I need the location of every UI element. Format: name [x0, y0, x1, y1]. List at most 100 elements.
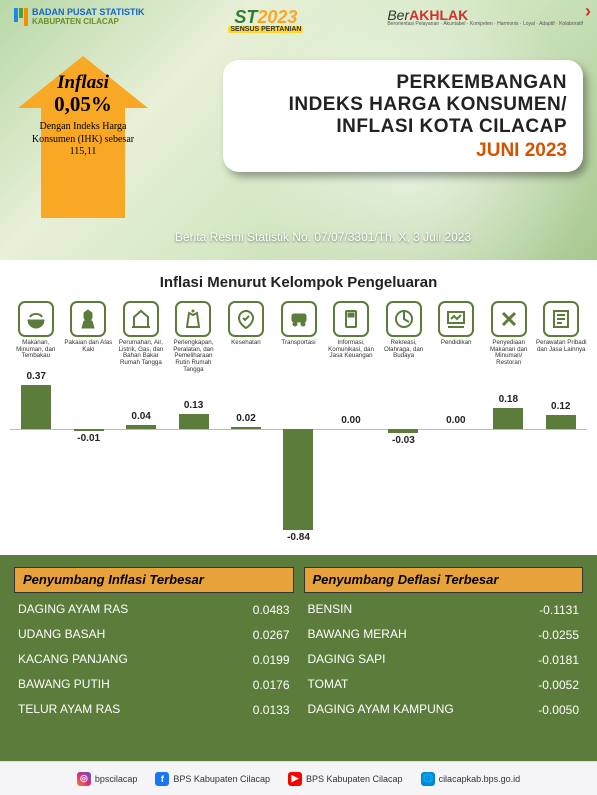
table-row: TELUR AYAM RAS0.0133: [18, 703, 290, 717]
hero: BADAN PUSAT STATISTIK KABUPATEN CILACAP …: [0, 0, 597, 260]
title-period: JUNI 2023: [239, 140, 567, 162]
sensus-year: 2023: [257, 7, 297, 27]
row-name: DAGING AYAM RAS: [18, 603, 226, 616]
bar: [231, 427, 261, 429]
table-row: DAGING AYAM KAMPUNG-0.0050: [308, 703, 580, 717]
row-name: KACANG PANJANG: [18, 653, 226, 666]
category-icon: [228, 301, 264, 337]
bar-value-label: -0.01: [77, 433, 100, 444]
sensus-sub: SENSUS PERTANIAN: [228, 26, 303, 33]
category-label: Rekreasi, Olahraga, dan Budaya: [378, 340, 430, 368]
bar-col-9: 0.18: [482, 379, 534, 549]
bar: [283, 429, 313, 530]
category-1: Pakaian dan Alas Kaki: [63, 301, 115, 373]
bps-logo: BADAN PUSAT STATISTIK KABUPATEN CILACAP: [14, 8, 145, 26]
bar: [493, 408, 523, 430]
table-row: DAGING AYAM RAS0.0483: [18, 603, 290, 617]
deflation-table: Penyumbang Deflasi Terbesar BENSIN-0.113…: [304, 567, 584, 747]
bar-chart: 0.37-0.010.040.130.02-0.840.00-0.030.000…: [10, 379, 587, 549]
arrow-desc: Dengan Indeks Harga Konsumen (IHK) sebes…: [24, 121, 142, 159]
row-name: DAGING SAPI: [308, 653, 516, 666]
row-value: 0.0483: [226, 603, 290, 617]
row-name: BENSIN: [308, 603, 516, 616]
bar-col-4: 0.02: [220, 379, 272, 549]
bar-value-label: 0.13: [184, 400, 203, 411]
category-10: Perawatan Pribadi dan Jasa Lainnya: [535, 301, 587, 373]
table-row: KACANG PANJANG0.0199: [18, 653, 290, 667]
bar: [21, 385, 51, 429]
table-row: BAWANG MERAH-0.0255: [308, 628, 580, 642]
bar-value-label: -0.84: [287, 532, 310, 543]
bps-line2: KABUPATEN CILACAP: [32, 18, 145, 26]
facebook-handle: BPS Kabupaten Cilacap: [173, 774, 270, 784]
bar-value-label: 0.04: [131, 411, 150, 422]
inflation-table: Penyumbang Inflasi Terbesar DAGING AYAM …: [14, 567, 294, 747]
social-youtube[interactable]: ▶BPS Kabupaten Cilacap: [288, 772, 403, 786]
title-line2: INDEKS HARGA KONSUMEN/: [239, 94, 567, 116]
row-value: -0.0052: [515, 678, 579, 692]
bar-col-7: -0.03: [377, 379, 429, 549]
table-row: BAWANG PUTIH0.0176: [18, 678, 290, 692]
social-instagram[interactable]: ◎bpscilacap: [77, 772, 138, 786]
row-value: -0.0050: [515, 703, 579, 717]
bar-col-0: 0.37: [10, 379, 62, 549]
category-label: Pendidikan: [430, 340, 482, 368]
youtube-handle: BPS Kabupaten Cilacap: [306, 774, 403, 784]
table-row: TOMAT-0.0052: [308, 678, 580, 692]
category-5: Transportasi: [273, 301, 325, 373]
website-url: cilacapkab.bps.go.id: [439, 774, 521, 784]
bar-value-label: 0.02: [236, 413, 255, 424]
table-row: UDANG BASAH0.0267: [18, 628, 290, 642]
logo-row: BADAN PUSAT STATISTIK KABUPATEN CILACAP …: [0, 0, 597, 33]
title-line3: INFLASI KOTA CILACAP: [239, 116, 567, 138]
category-label: Transportasi: [273, 340, 325, 368]
category-4: Kesehatan: [220, 301, 272, 373]
row-value: 0.0199: [226, 653, 290, 667]
category-icon: [281, 301, 317, 337]
social-website[interactable]: 🌐 cilacapkab.bps.go.id: [421, 772, 521, 786]
title-card: PERKEMBANGAN INDEKS HARGA KONSUMEN/ INFL…: [223, 60, 583, 172]
row-name: TELUR AYAM RAS: [18, 703, 226, 716]
row-value: 0.0176: [226, 678, 290, 692]
title-line1: PERKEMBANGAN: [239, 72, 567, 94]
row-value: 0.0267: [226, 628, 290, 642]
category-3: Perlengkapan, Peralatan, dan Pemeliharaa…: [168, 301, 220, 373]
category-6: Informasi, Komunikasi, dan Jasa Keuangan: [325, 301, 377, 373]
category-icon: [386, 301, 422, 337]
bar-value-label: 0.00: [341, 415, 360, 426]
bar: [388, 429, 418, 433]
row-name: UDANG BASAH: [18, 628, 226, 641]
bar-col-5: -0.84: [272, 379, 324, 549]
row-value: -0.0255: [515, 628, 579, 642]
category-icon: [543, 301, 579, 337]
chevron-icon: ›: [585, 2, 591, 20]
bar: [179, 414, 209, 430]
social-facebook[interactable]: f BPS Kabupaten Cilacap: [155, 772, 270, 786]
category-7: Rekreasi, Olahraga, dan Budaya: [378, 301, 430, 373]
category-icon: [438, 301, 474, 337]
row-value: -0.0181: [515, 653, 579, 667]
category-label: Kesehatan: [220, 340, 272, 368]
facebook-icon: f: [155, 772, 169, 786]
bar-col-2: 0.04: [115, 379, 167, 549]
bar-col-1: -0.01: [62, 379, 114, 549]
sensus-logo: ST2023 SENSUS PERTANIAN: [228, 8, 303, 33]
bar-col-8: 0.00: [430, 379, 482, 549]
category-0: Makanan, Minuman, dan Tembakau: [10, 301, 62, 373]
category-label: Perlengkapan, Peralatan, dan Pemeliharaa…: [168, 340, 220, 373]
bar-value-label: -0.03: [392, 435, 415, 446]
category-8: Pendidikan: [430, 301, 482, 373]
bar: [546, 415, 576, 429]
row-name: TOMAT: [308, 678, 516, 691]
arrow-label: Inflasi: [24, 72, 142, 94]
release-info: Berita Resmi Statistik No. 07/07/3301/Th…: [175, 230, 471, 244]
row-name: BAWANG PUTIH: [18, 678, 226, 691]
sensus-prefix: ST: [234, 7, 257, 27]
category-icon: [18, 301, 54, 337]
globe-icon: 🌐: [421, 772, 435, 786]
category-label: Makanan, Minuman, dan Tembakau: [10, 340, 62, 368]
category-label: Penyediaan Makanan dan Minuman/ Restoran: [483, 340, 535, 368]
footer: ◎bpscilacap f BPS Kabupaten Cilacap ▶BPS …: [0, 761, 597, 795]
category-icon: [123, 301, 159, 337]
category-icon: [175, 301, 211, 337]
